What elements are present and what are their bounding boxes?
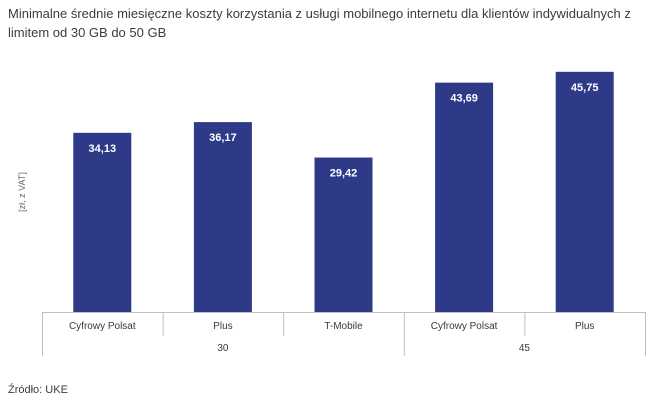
bar <box>555 71 614 312</box>
data-label: 29,42 <box>330 168 358 180</box>
x-tick-label: Plus <box>575 321 594 332</box>
data-label: 43,69 <box>450 93 478 105</box>
y-axis-label: [zł, z VAT] <box>17 172 27 212</box>
x-tick-label: T-Mobile <box>324 321 363 332</box>
x-tick-label: Plus <box>213 321 232 332</box>
chart-title: Minimalne średnie miesięczne koszty korz… <box>8 6 631 40</box>
bar <box>73 132 132 312</box>
data-label: 34,13 <box>89 143 117 155</box>
data-label: 45,75 <box>571 82 599 94</box>
x-tick-label: Cyfrowy Polsat <box>69 321 136 332</box>
bar <box>435 82 494 312</box>
bar <box>193 122 252 312</box>
source-note: Źródło: UKE <box>8 384 68 396</box>
x-group-label: 45 <box>519 343 531 354</box>
bar <box>314 157 373 312</box>
x-tick-label: Cyfrowy Polsat <box>431 321 498 332</box>
data-label: 36,17 <box>209 132 237 144</box>
x-group-label: 30 <box>217 343 229 354</box>
